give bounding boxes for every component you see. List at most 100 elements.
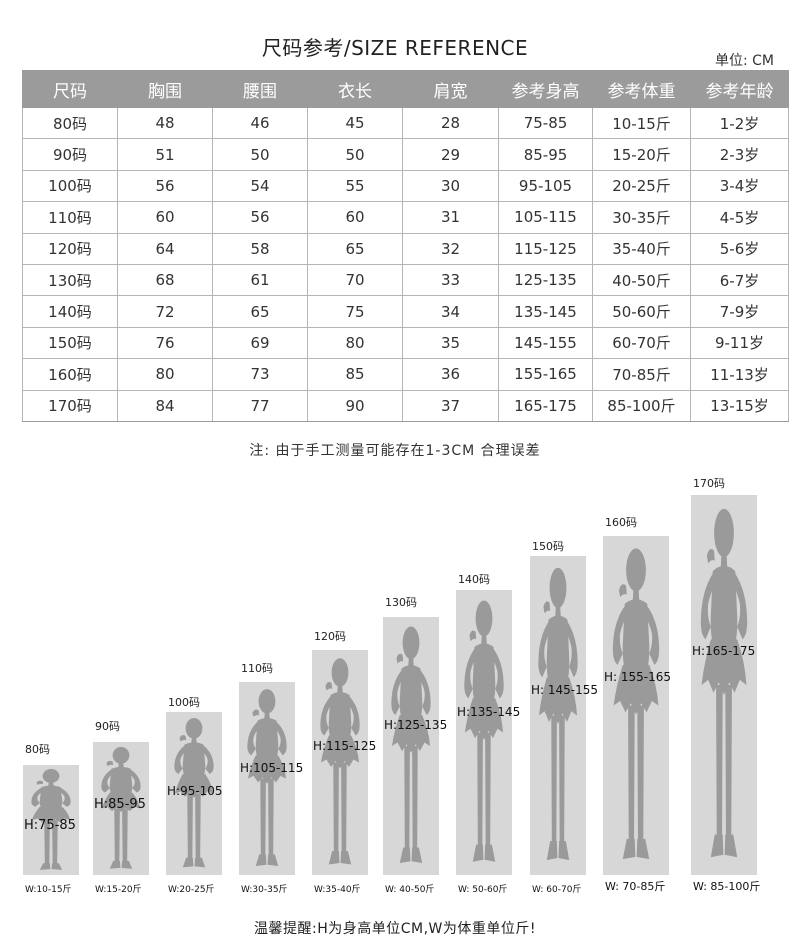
figure-weight-label: W: 60-70斤 <box>532 885 582 895</box>
table-cell: 72 <box>117 295 213 328</box>
table-cell: 13-15岁 <box>690 389 789 422</box>
table-cell: 85-95 <box>498 138 593 171</box>
table-cell: 60 <box>307 201 403 234</box>
column-header: 参考身高 <box>498 70 593 108</box>
table-cell: 115-125 <box>498 232 593 265</box>
table-cell: 165-175 <box>498 389 593 422</box>
figure-size-label: 130码 <box>385 596 417 609</box>
table-cell: 54 <box>212 169 308 203</box>
unit-label: 单位: CM <box>714 53 774 69</box>
figure-weight-label: W: 40-50斤 <box>385 885 435 895</box>
table-cell: 11-13岁 <box>690 358 789 391</box>
table-cell: 45 <box>307 106 403 140</box>
table-cell: 70 <box>307 263 403 297</box>
table-cell: 80 <box>117 358 213 391</box>
table-cell: 160码 <box>22 358 118 391</box>
figure-weight-label: W:20-25斤 <box>168 885 215 895</box>
table-cell: 28 <box>402 106 499 140</box>
figure-height-label: H:75-85 <box>24 818 76 833</box>
reminder-text: 温馨提醒:H为身高单位CM,W为体重单位斤! <box>253 921 536 937</box>
child-silhouette-image <box>456 590 512 875</box>
table-cell: 36 <box>402 358 499 391</box>
table-cell: 56 <box>212 201 308 234</box>
table-cell: 46 <box>212 106 308 140</box>
table-cell: 69 <box>212 326 308 360</box>
table-header-row: 尺码 胸围 腰围 衣长 肩宽 参考身高 参考体重 参考年龄 <box>22 70 789 108</box>
table-cell: 20-25斤 <box>592 169 691 203</box>
child-silhouette-image <box>603 536 669 875</box>
table-cell: 90码 <box>22 138 118 171</box>
child-silhouette-image <box>166 712 222 875</box>
table-cell: 145-155 <box>498 326 593 360</box>
column-header: 衣长 <box>307 70 403 108</box>
table-row: 100码 56 54 55 30 95-105 20-25斤 3-4岁 <box>22 169 789 203</box>
figure-height-label: H:85-95 <box>94 797 146 812</box>
table-cell: 4-5岁 <box>690 201 789 234</box>
table-row: 90码 51 50 50 29 85-95 15-20斤 2-3岁 <box>22 138 789 171</box>
table-cell: 3-4岁 <box>690 169 789 203</box>
table-cell: 1-2岁 <box>690 106 789 140</box>
figure-height-label: H: 155-165 <box>604 670 672 684</box>
figure-weight-label: W:10-15斤 <box>25 885 72 895</box>
child-silhouette-image <box>23 765 79 875</box>
figure-weight-label: W: 50-60斤 <box>458 885 508 895</box>
figure-height-label: H:125-135 <box>384 718 448 732</box>
table-cell: 48 <box>117 106 213 140</box>
figure-size-label: 110码 <box>241 662 273 675</box>
table-cell: 80码 <box>22 106 118 140</box>
table-cell: 73 <box>212 358 308 391</box>
table-cell: 130码 <box>22 263 118 297</box>
figure-weight-label: W:15-20斤 <box>95 885 142 895</box>
figure-weight-label: W:35-40斤 <box>314 885 361 895</box>
table-cell: 6-7岁 <box>690 263 789 297</box>
figure-size-label: 140码 <box>458 573 490 586</box>
figure-size-label: 80码 <box>25 743 50 756</box>
table-cell: 105-115 <box>498 201 593 234</box>
child-silhouette-image <box>312 650 368 875</box>
table-cell: 68 <box>117 263 213 297</box>
table-cell: 51 <box>117 138 213 171</box>
table-row: 120码 64 58 65 32 115-125 35-40斤 5-6岁 <box>22 232 789 265</box>
table-cell: 60-70斤 <box>592 326 691 360</box>
size-table: 尺码 胸围 腰围 衣长 肩宽 参考身高 参考体重 参考年龄 80码 48 46 45 2… <box>22 70 789 422</box>
table-cell: 85-100斤 <box>592 389 691 422</box>
table-cell: 50 <box>307 138 403 171</box>
table-body: 80码 48 46 45 28 75-85 10-15斤 1-2岁 90码 51 50 50 29 85-… <box>22 106 789 422</box>
table-cell: 58 <box>212 232 308 265</box>
child-silhouette-image <box>93 742 149 875</box>
figure-size-label: 100码 <box>168 696 200 709</box>
table-cell: 10-15斤 <box>592 106 691 140</box>
table-cell: 75-85 <box>498 106 593 140</box>
table-cell: 77 <box>212 389 308 422</box>
table-row: 110码 60 56 60 31 105-115 30-35斤 4-5岁 <box>22 201 789 234</box>
table-cell: 110码 <box>22 201 118 234</box>
table-cell: 30-35斤 <box>592 201 691 234</box>
table-cell: 64 <box>117 232 213 265</box>
table-cell: 150码 <box>22 326 118 360</box>
figure-weight-label: W:30-35斤 <box>241 885 288 895</box>
child-silhouette-image <box>239 682 295 875</box>
column-header: 腰围 <box>212 70 308 108</box>
table-cell: 65 <box>307 232 403 265</box>
table-cell: 76 <box>117 326 213 360</box>
table-row: 140码 72 65 75 34 135-145 50-60斤 7-9岁 <box>22 295 789 328</box>
table-cell: 35 <box>402 326 499 360</box>
table-cell: 170码 <box>22 389 118 422</box>
page-title: 尺码参考/SIZE REFERENCE <box>261 36 529 60</box>
table-cell: 9-11岁 <box>690 326 789 360</box>
table-cell: 37 <box>402 389 499 422</box>
figure-size-label: 90码 <box>95 720 120 733</box>
table-cell: 55 <box>307 169 403 203</box>
figure-height-label: H:165-175 <box>692 644 756 658</box>
table-cell: 100码 <box>22 169 118 203</box>
table-cell: 84 <box>117 389 213 422</box>
table-cell: 32 <box>402 232 499 265</box>
table-row: 80码 48 46 45 28 75-85 10-15斤 1-2岁 <box>22 106 789 140</box>
child-silhouette-image <box>691 495 757 875</box>
figure-weight-label: W: 70-85斤 <box>605 880 666 893</box>
table-row: 160码 80 73 85 36 155-165 70-85斤 11-13岁 <box>22 358 789 391</box>
table-cell: 65 <box>212 295 308 328</box>
figure-height-label: H: 145-155 <box>531 683 599 697</box>
table-cell: 90 <box>307 389 403 422</box>
child-silhouette-image <box>383 617 439 875</box>
